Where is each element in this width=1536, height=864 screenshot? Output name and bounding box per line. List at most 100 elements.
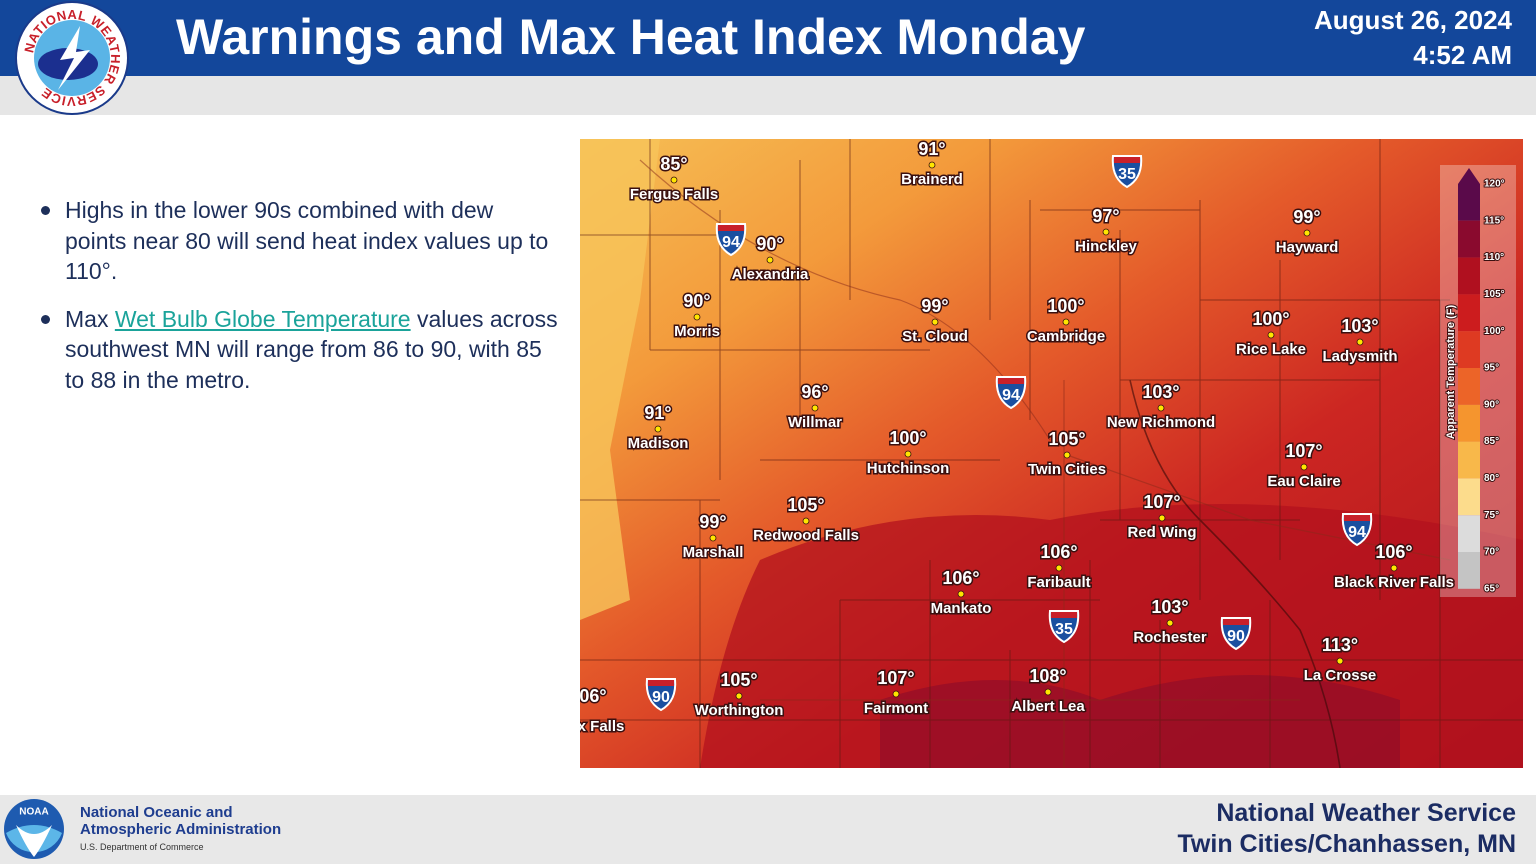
city-dot	[892, 690, 900, 698]
city-dot	[957, 590, 965, 598]
city-dot	[1166, 619, 1174, 627]
noaa-logo: NOAA	[4, 799, 64, 859]
city-name: Rochester	[1133, 629, 1207, 646]
legend-tick-label: 90°	[1484, 399, 1499, 410]
interstate-shield	[645, 678, 677, 712]
city-dot	[654, 425, 662, 433]
heat-index-map: Apparent Temperature (F) 120° 115° 110° 105…	[580, 139, 1523, 768]
interstate-shield	[1111, 155, 1143, 189]
legend-tick-label: 85°	[1484, 436, 1499, 447]
city-name: Twin Cities	[1028, 461, 1106, 478]
agency-name: National Oceanic and	[80, 804, 233, 821]
legend-title: Apparent Temperature (F)	[1445, 305, 1457, 440]
city-dot	[1303, 229, 1311, 237]
bullet: Max Wet Bulb Globe Temperature values ac…	[38, 304, 558, 396]
issue-date: August 26, 2024	[1314, 5, 1512, 35]
city-dot	[1356, 338, 1364, 346]
map-labels: 120° 115° 110° 105° 100° 95° 90° 85° 80° 75° 70° 65…	[580, 139, 1506, 736]
legend-swatch	[1458, 478, 1480, 516]
city-temp: 90°	[756, 234, 783, 254]
city-dot	[904, 450, 912, 458]
interstate-number: 90	[652, 689, 670, 706]
nws-logo: NATIONAL WEATHER SERVICE	[15, 1, 129, 115]
interstate-number: 35	[1055, 621, 1073, 638]
city-temp: 103°	[1341, 316, 1378, 336]
city-temp: 107°	[877, 668, 914, 688]
city-name: Alexandria	[732, 266, 809, 283]
legend-swatch	[1458, 368, 1480, 405]
city-name: Faribault	[1027, 574, 1090, 591]
city-name: Worthington	[695, 702, 784, 719]
city-name: Fairmont	[864, 700, 928, 717]
interstate-number: 35	[1118, 166, 1136, 183]
wbgt-link[interactable]: Wet Bulb Globe Temperature	[114, 305, 411, 332]
footer-band	[0, 795, 1536, 864]
city-dot	[928, 161, 936, 169]
bullet-text: Highs in the lower 90s combined with dew…	[65, 197, 549, 284]
city-temp: 97°	[1092, 206, 1119, 226]
shield-band	[1051, 612, 1077, 618]
city-dot	[1157, 404, 1165, 412]
city-temp: 100°	[1047, 296, 1084, 316]
city-dot	[802, 517, 810, 525]
city-dot	[709, 534, 717, 542]
city-dot	[1390, 564, 1398, 572]
interstate-shield	[995, 376, 1027, 410]
city-temp: 103°	[1142, 382, 1179, 402]
city-temp: 107°	[1285, 441, 1322, 461]
bullet-text: Max	[65, 305, 115, 332]
city-name: Cambridge	[1027, 328, 1105, 345]
city-temp: 85°	[660, 154, 687, 174]
legend-swatch	[1458, 257, 1480, 295]
city-name: Brainerd	[901, 171, 963, 188]
interstate-number: 94	[1348, 524, 1366, 541]
city-dot	[1158, 514, 1166, 522]
bullet-list: Highs in the lower 90s combined with dew…	[38, 195, 558, 412]
city-dot	[1267, 331, 1275, 339]
city-name: New Richmond	[1107, 414, 1215, 431]
city-name: Black River Falls	[1334, 574, 1454, 591]
interstate-shield	[715, 223, 747, 257]
city-dot	[1062, 318, 1070, 326]
city-name: Madison	[628, 435, 689, 452]
legend-swatch	[1458, 404, 1480, 442]
city-name: Red Wing	[1127, 524, 1196, 541]
city-temp: 103°	[1151, 597, 1188, 617]
interstate-number: 94	[1002, 387, 1020, 404]
legend-tick-label: 75°	[1484, 510, 1499, 521]
city-temp: 100°	[889, 428, 926, 448]
city-dot	[1336, 657, 1344, 665]
city-dot	[1055, 564, 1063, 572]
city-temp: 108°	[1029, 666, 1066, 686]
legend-swatch	[1458, 552, 1480, 589]
city-temp: 96°	[801, 382, 828, 402]
city-temp: 106°	[1375, 542, 1412, 562]
interstate-number: 90	[1227, 628, 1245, 645]
legend-tick-label: 115°	[1484, 215, 1504, 226]
highways	[639, 159, 1451, 768]
header-strip	[0, 76, 1536, 115]
agency-name: Atmospheric Administration	[80, 821, 282, 838]
shield-band	[648, 680, 674, 686]
bullet-text: values across southwest MN will range fr…	[65, 305, 558, 393]
interstate-shield	[1220, 617, 1252, 651]
city-dot	[1044, 688, 1052, 696]
legend-tick-label: 65°	[1484, 583, 1499, 594]
legend-swatch	[1458, 441, 1480, 479]
city-name: x Falls	[580, 718, 624, 735]
city-name: Redwood Falls	[753, 527, 859, 544]
legend-tick-label: 105°	[1484, 289, 1505, 300]
legend-swatch	[1458, 331, 1480, 368]
legend-tick-label: 70°	[1484, 547, 1499, 558]
legend-swatch	[1458, 515, 1480, 552]
city-temp: 113°	[1322, 635, 1358, 655]
city-name: Rice Lake	[1236, 341, 1306, 358]
slide-title: Warnings and Max Heat Index Monday	[176, 9, 1086, 65]
city-temp: 06°	[580, 686, 607, 706]
city-temp: 99°	[699, 512, 726, 532]
legend-tick-label: 120°	[1484, 179, 1505, 190]
city-temp: 106°	[1040, 542, 1077, 562]
interstate-shield	[1048, 610, 1080, 644]
city-name: Ladysmith	[1322, 348, 1397, 365]
